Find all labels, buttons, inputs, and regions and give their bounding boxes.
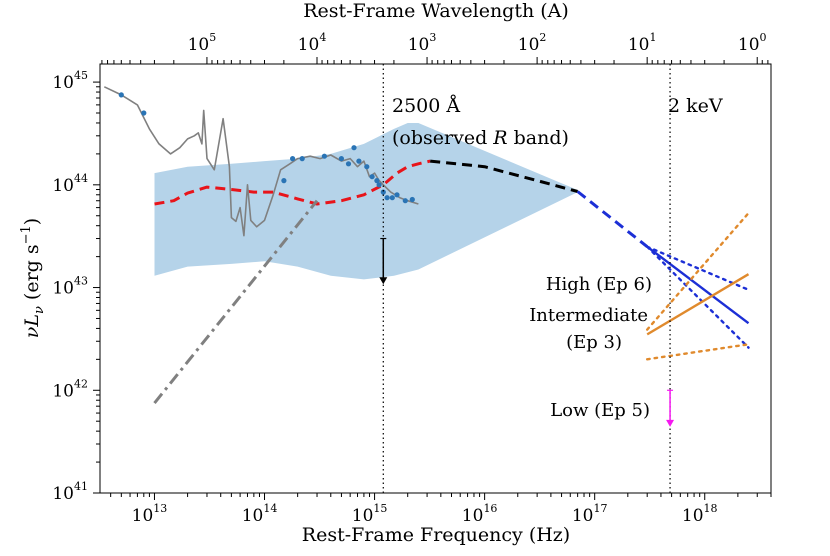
photometry-point [376,182,382,188]
x-tick-label: 1013 [132,502,168,526]
series-template_xray [576,190,649,248]
intermediate-label: Intermediate [529,305,648,326]
top-tick-label: 105 [188,31,217,55]
photometry-point [369,174,375,180]
xray-model-1-bound-1 [646,343,750,361]
photometry-point [290,156,296,162]
photometry-point [374,178,380,184]
top-axis-label: Rest-Frame Wavelength (A) [303,0,569,22]
x-tick-label: 1018 [682,502,718,526]
xray-model-1-best [646,273,750,336]
photometry-point [118,92,124,98]
photometry-point [402,198,408,204]
top-tick-label: 100 [738,31,767,55]
x-tick-label: 1016 [462,502,498,526]
photometry-point [345,161,352,167]
photometry-point [351,145,357,151]
xray-model-0-best [646,245,750,325]
axes-layer: 1013 1014 1015 1016 1017 1018 1041 1042 1043 1044… [52,31,772,526]
xray-label: 2 keV [668,95,723,117]
y-tick-label: 1042 [52,377,88,401]
series-layer [103,86,750,405]
photometry-point [321,153,327,159]
y-tick-label: 1045 [52,69,88,93]
upper-limit-arrowhead [666,419,675,427]
xray-model-0-bound-0 [646,245,750,291]
photometry-point [394,192,400,198]
y-tick-label: 1041 [52,480,88,504]
shaded-band-layer [154,123,578,280]
top-tick-label: 101 [628,31,657,55]
series-template_euv [430,159,578,193]
photometry-layer [118,92,415,204]
photometry-point [364,164,370,170]
x-axis-label: Rest-Frame Frequency (Hz) [302,524,570,546]
photometry-point [299,156,305,162]
y-tick-label: 1044 [52,172,88,196]
plot-frame [99,63,772,494]
photometry-point [409,196,415,203]
photometry-point [356,158,362,164]
x-tick-label: 1014 [242,502,278,526]
uv-sublabel: (observed R band) [392,127,569,149]
x-tick-label: 1015 [352,502,388,526]
text-layer: Rest-Frame Frequency (Hz) Rest-Frame Wav… [19,0,723,546]
uv-label: 2500 Å [392,95,460,117]
series-spectrum [103,86,419,237]
high-label: High (Ep 6) [546,274,652,295]
series-template_optuv [154,159,431,206]
shaded-band [154,123,578,280]
top-tick-label: 104 [298,31,327,55]
intermediate-label-ep: (Ep 3) [566,332,622,353]
photometry-point [384,195,390,201]
top-tick-label: 102 [518,31,547,55]
series-host [153,199,319,405]
x-tick-label: 1017 [572,502,608,526]
photometry-point [338,156,344,162]
photometry-point [380,189,386,195]
low-label: Low (Ep 5) [550,400,650,421]
upper-limit-arrowhead [379,277,388,285]
top-tick-label: 103 [408,31,437,55]
y-tick-label: 1043 [52,275,88,299]
photometry-point [281,178,287,184]
reference-lines-layer [379,64,675,493]
xray-model-0-bound-1 [646,245,750,349]
y-axis-label: νLν (erg s−1) [19,218,47,338]
photometry-point [389,195,395,201]
xray-model-1-bound-0 [646,211,750,331]
photometry-point [141,110,147,116]
